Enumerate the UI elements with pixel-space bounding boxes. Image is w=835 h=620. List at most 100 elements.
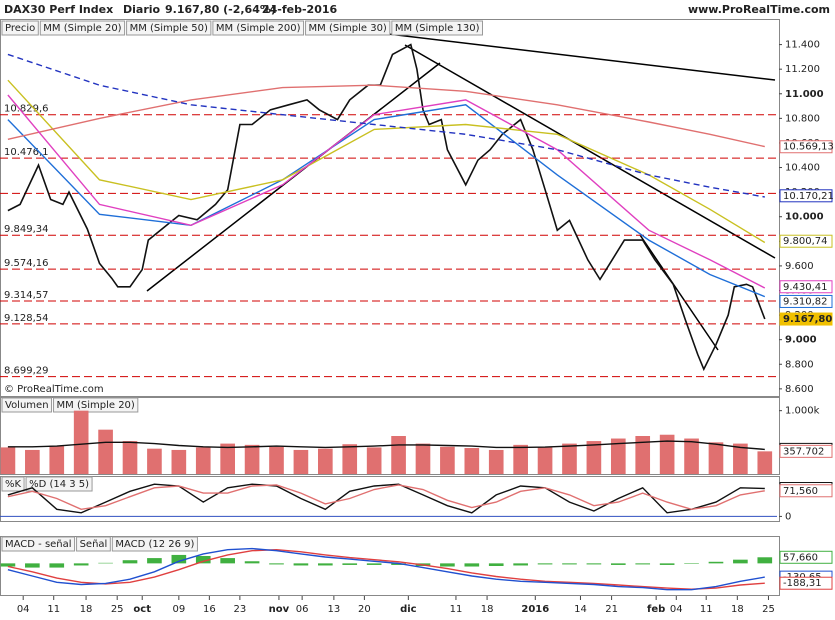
y-tick-label: 11.200: [785, 64, 820, 75]
y-tick-label: 11.000: [785, 89, 824, 100]
level-label: 10.829,6: [4, 104, 49, 115]
value-badge-label: 10.170,21: [783, 191, 834, 202]
x-tick-label: 11: [47, 604, 60, 615]
level-label: 8.699,29: [4, 366, 49, 377]
bar: [610, 438, 626, 474]
legend-box: [1, 476, 25, 492]
macd-panel: [0, 536, 780, 596]
x-tick-label: 04: [17, 604, 30, 615]
value-badge-label: 10.569,13: [783, 142, 834, 153]
legend-box: [53, 397, 139, 413]
bar: [488, 563, 504, 566]
bar: [195, 555, 211, 564]
site: www.ProRealTime.com: [688, 3, 830, 16]
x-tick-label: 18: [481, 604, 494, 615]
bar: [342, 444, 358, 474]
bar: [635, 436, 651, 474]
bar: [708, 442, 724, 474]
line: [7, 484, 765, 511]
line: [7, 440, 765, 451]
line: [7, 483, 765, 514]
bar: [488, 449, 504, 474]
legend-box: [1, 20, 39, 36]
x-tick-label: 04: [670, 604, 683, 615]
y-tick-label: 8.800: [785, 359, 814, 370]
legend-box: [25, 476, 93, 492]
legend-box: [391, 20, 483, 36]
value-badge: [779, 140, 833, 154]
last-price: 9.167,80 (-2,64%): [165, 3, 276, 16]
x-tick-label: 16: [203, 604, 216, 615]
title: DAX30 Perf Index: [4, 3, 113, 16]
bar: [757, 451, 773, 474]
y-tick-label: 10.800: [785, 113, 820, 124]
legend-entry: MM (Simple 130): [395, 23, 480, 34]
bar: [98, 429, 113, 474]
y-tick-label: 11.400: [785, 40, 820, 51]
bar: [513, 563, 528, 566]
value-badge: [779, 234, 833, 248]
trend-line: [639, 234, 719, 351]
bar: [49, 563, 65, 568]
bar: [73, 410, 89, 474]
legend-entry: Precio: [5, 23, 35, 34]
bar: [0, 563, 16, 567]
line: [7, 547, 765, 591]
level-label: 9.314,57: [4, 290, 49, 301]
legend-entry: MM (Simple 30): [309, 23, 387, 34]
bar: [244, 561, 260, 564]
trend-line: [404, 44, 776, 259]
x-tick-label: 18: [80, 604, 93, 615]
bar: [537, 563, 553, 565]
value-badge: [779, 576, 833, 590]
bar: [464, 448, 480, 474]
bar: [49, 445, 65, 474]
bar: [659, 563, 675, 565]
bar: [293, 563, 309, 566]
bar: [659, 434, 675, 474]
date: 24-feb-2016: [262, 3, 338, 16]
value-badge: [779, 444, 833, 458]
bar: [122, 560, 138, 564]
value-badge-label: 9.800,74: [783, 236, 828, 247]
bar: [147, 448, 162, 474]
bar: [244, 444, 260, 474]
y-tick-label: 0: [785, 511, 791, 522]
legend-box: [111, 536, 198, 552]
legend-entry: Señal: [80, 539, 108, 550]
bar: [122, 441, 138, 474]
bar: [25, 563, 40, 568]
x-tick-label: 20: [358, 604, 371, 615]
bar: [757, 557, 773, 564]
x-tick-label: 09: [172, 604, 185, 615]
legend-entry: MM (Simple 20): [43, 23, 121, 34]
x-tick-label: 11: [700, 604, 713, 615]
bar: [733, 559, 748, 564]
bar: [733, 443, 748, 474]
bar: [391, 563, 406, 565]
bar: [562, 563, 577, 565]
bar: [708, 561, 724, 564]
legend-box: [305, 20, 391, 36]
value-badge: [779, 294, 833, 308]
x-tick-label: 23: [234, 604, 247, 615]
bar: [635, 563, 651, 565]
y-tick-label: 9.600: [785, 261, 814, 272]
legend-box: [39, 20, 126, 36]
x-tick-label: feb: [647, 604, 665, 615]
value-badge-label: 9.310,82: [783, 296, 828, 307]
x-tick-label: 06: [296, 604, 309, 615]
bar: [586, 563, 602, 565]
x-tick-label: 18: [731, 604, 744, 615]
y-tick-label: 9.000: [785, 335, 817, 346]
line: [7, 104, 766, 298]
value-badge-label: -188,31: [783, 578, 822, 589]
bar: [464, 563, 480, 567]
legend-entry: MM (Simple 50): [130, 23, 208, 34]
legend-entry: MACD - señal: [5, 539, 72, 550]
legend-box: [76, 536, 111, 552]
x-tick-label: 13: [328, 604, 341, 615]
bar: [318, 448, 333, 474]
bar: [220, 558, 235, 564]
level-label: 9.849,34: [4, 224, 49, 235]
